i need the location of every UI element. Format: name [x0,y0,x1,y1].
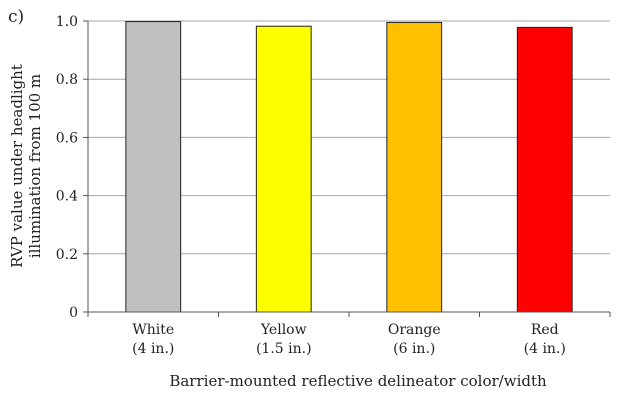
x-category-label: (6 in.) [393,341,435,357]
x-category-label: (1.5 in.) [256,341,312,357]
x-category-label: (4 in.) [132,341,174,357]
x-category-label: Red [531,322,559,338]
y-ticks: 0 0.2 0.4 0.6 0.8 1.0 [56,14,88,321]
y-tick-label: 0.2 [56,247,78,263]
x-axis-title: Barrier-mounted reflective delineator co… [169,372,547,390]
bar-red [517,27,572,312]
y-tick-label: 1.0 [56,14,78,30]
y-tick-label: 0.6 [56,130,78,146]
bar-orange [387,22,442,312]
x-ticks: White (4 in.) Yellow (1.5 in.) Orange (6 in.)… [88,312,610,357]
x-category-label: Yellow [260,322,307,338]
y-tick-label: 0.8 [56,72,78,88]
y-axis-title-line-2: illumination from 100 m [26,74,44,258]
bar-yellow [256,26,311,312]
y-tick-label: 0.4 [56,189,78,205]
y-axis-title-line-1: RVP value under headlight [8,64,26,268]
bar-white [126,22,181,312]
y-tick-label: 0 [69,305,78,321]
x-category-label: White [132,322,174,338]
bars [126,22,572,312]
x-category-label: (4 in.) [524,341,566,357]
x-category-label: Orange [388,322,441,338]
panel-label: c) [8,7,24,27]
